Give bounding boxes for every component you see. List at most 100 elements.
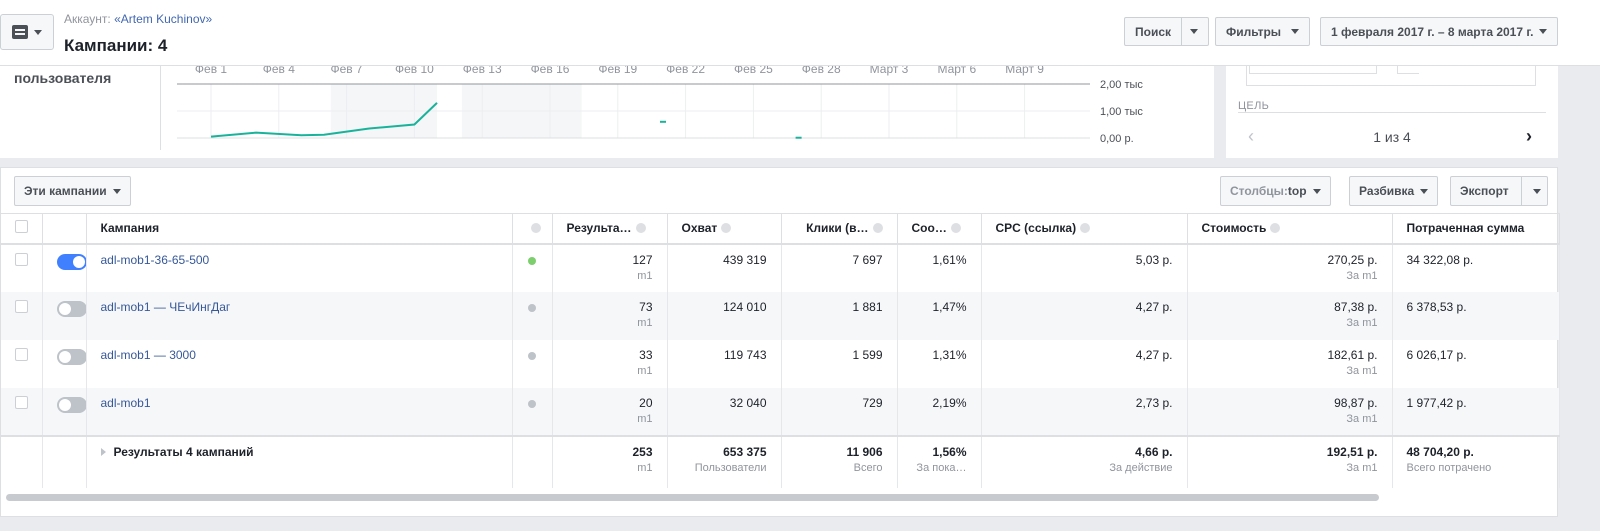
- col-cost-label: Стоимость: [1201, 221, 1267, 236]
- search-dropdown[interactable]: [1182, 29, 1206, 34]
- breakdown-label: Разбивка: [1359, 184, 1415, 198]
- row-toggle-cell: [42, 243, 87, 292]
- reach-value: 32 040: [729, 395, 767, 410]
- delivery-cell: [512, 291, 553, 340]
- search-label: Поиск: [1135, 24, 1172, 39]
- horizontal-scrollbar[interactable]: [6, 494, 1379, 501]
- reach-value: 124 010: [723, 299, 767, 314]
- chart-series-line: [210, 102, 438, 138]
- select-all-checkbox[interactable]: [15, 220, 28, 234]
- chart-x-tick-label: Фев 4: [263, 66, 296, 76]
- campaign-toggle[interactable]: [56, 396, 85, 413]
- spent-value: 34 322,08 р.: [1406, 252, 1474, 267]
- account-prefix: Аккаунт:: [64, 12, 115, 26]
- date-range-button[interactable]: 1 февраля 2017 г. – 8 марта 2017 г.: [1320, 17, 1558, 46]
- col-cpc[interactable]: CPC (ссылка): [981, 213, 1188, 245]
- summary-cost: 192,51 р.: [1326, 444, 1378, 459]
- campaign-toggle[interactable]: [56, 300, 85, 317]
- col-spent[interactable]: Потраченная сумма: [1392, 213, 1560, 245]
- campaign-name-link[interactable]: adl-mob1: [100, 395, 151, 410]
- spent-value: 6 378,53 р.: [1406, 299, 1467, 314]
- divider: [1520, 177, 1522, 205]
- row-checkbox[interactable]: [15, 252, 28, 266]
- col-reach[interactable]: Охват: [667, 213, 782, 245]
- columns-label: Столбцы:: [1230, 184, 1288, 198]
- col-cost[interactable]: Стоимость: [1187, 213, 1393, 245]
- campaign-name-link[interactable]: adl-mob1 — 3000: [100, 347, 196, 362]
- summary-spent-sub: Всего потрачено: [1406, 461, 1492, 474]
- chart-x-tick-label: Фев 28: [802, 66, 841, 76]
- table-row: adl-mob1 20 m1 32 040 729 2,19% 2,73 р. 9…: [1, 387, 1560, 436]
- chevron-left-icon[interactable]: ‹: [1248, 126, 1254, 146]
- caret-down-icon: [112, 188, 121, 194]
- clicks-value: 1 599: [852, 347, 883, 362]
- goal-selector-handle: [1397, 66, 1419, 74]
- row-select-cell: [1, 243, 43, 292]
- col-campaign[interactable]: Кампания: [86, 213, 513, 245]
- cpc-value: 5,03 р.: [1135, 252, 1173, 267]
- campaign-name-link[interactable]: adl-mob1 — ЧЕчИнгДаг: [100, 299, 231, 314]
- delivery-info-icon[interactable]: [530, 223, 541, 234]
- summary-cost-cell: 192,51 р. За m1: [1187, 434, 1393, 488]
- expand-triangle-icon[interactable]: [100, 447, 106, 456]
- info-icon[interactable]: [1270, 223, 1281, 234]
- ctr-cell: 1,61%: [897, 243, 982, 292]
- filters-button[interactable]: Фильтры: [1215, 17, 1310, 46]
- info-icon[interactable]: [1080, 223, 1091, 234]
- these-campaigns-label: Эти кампании: [24, 184, 107, 198]
- menu-button[interactable]: [0, 14, 54, 50]
- clicks-value: 1 881: [852, 299, 883, 314]
- delivery-status-dot: [528, 351, 536, 360]
- col-results[interactable]: Результа…: [552, 213, 668, 245]
- columns-button[interactable]: Столбцы: top: [1220, 176, 1331, 206]
- goal-selector[interactable]: [1246, 66, 1536, 86]
- chart-x-tick-label: Март 3: [870, 66, 909, 76]
- clicks-cell: 729: [781, 387, 898, 436]
- col-campaign-label: Кампания: [100, 221, 160, 236]
- row-checkbox[interactable]: [15, 347, 28, 361]
- breakdown-button[interactable]: Разбивка: [1349, 176, 1439, 206]
- summary-clicks-sub: Всего: [853, 461, 883, 474]
- performance-chart: Фев 1 Фев 4 Фев 7 Фев 10 Фев 13 Фев 16 Фев 19 Ф…: [177, 66, 1143, 145]
- caret-down-icon: [34, 29, 42, 35]
- info-icon[interactable]: [872, 223, 883, 234]
- row-checkbox[interactable]: [15, 395, 28, 409]
- chevron-right-icon[interactable]: ›: [1526, 126, 1532, 146]
- chart-x-tick-label: Март 9: [1005, 66, 1044, 76]
- export-dropdown[interactable]: [1528, 188, 1547, 194]
- results-cell: 127 m1: [552, 243, 668, 292]
- summary-ctr-cell: 1,56% За пока…: [897, 434, 982, 488]
- campaign-name-link[interactable]: adl-mob1-36-65-500: [100, 252, 210, 267]
- campaign-toggle[interactable]: [56, 348, 85, 365]
- info-icon[interactable]: [950, 223, 961, 234]
- account-link[interactable]: «Artem Kuchinov»: [114, 12, 213, 26]
- col-clicks[interactable]: Клики (в…: [781, 213, 898, 245]
- col-delivery[interactable]: [512, 213, 553, 245]
- export-button[interactable]: Экспорт: [1450, 176, 1548, 206]
- cost-sub: За m1: [1346, 364, 1378, 377]
- search-button[interactable]: Поиск: [1124, 17, 1209, 46]
- ctr-cell: 1,47%: [897, 291, 982, 340]
- results-value: 73: [639, 299, 653, 314]
- cpc-value: 4,27 р.: [1135, 347, 1173, 362]
- chart-x-tick-label: Фев 19: [598, 66, 637, 76]
- delivery-cell: [512, 387, 553, 436]
- info-icon[interactable]: [635, 223, 646, 234]
- spent-cell: 34 322,08 р.: [1392, 243, 1560, 292]
- ctr-value: 2,19%: [932, 395, 967, 410]
- summary-reach: 653 375: [723, 444, 767, 459]
- results-sub: m1: [637, 269, 653, 282]
- goal-label: ЦЕЛЬ: [1238, 100, 1270, 112]
- row-checkbox[interactable]: [15, 299, 28, 313]
- clicks-cell: 7 697: [781, 243, 898, 292]
- summary-clicks: 11 906: [846, 444, 883, 459]
- info-icon[interactable]: [721, 223, 732, 234]
- ctr-value: 1,61%: [932, 252, 967, 267]
- cost-value: 87,38 р.: [1334, 299, 1378, 314]
- these-campaigns-button[interactable]: Эти кампании: [14, 176, 131, 206]
- col-ctr[interactable]: Соо…: [897, 213, 982, 245]
- campaign-toggle[interactable]: [56, 253, 85, 270]
- results-cell: 33 m1: [552, 339, 668, 388]
- spent-value: 1 977,42 р.: [1406, 395, 1467, 410]
- summary-label-cell[interactable]: Результаты 4 кампаний: [86, 434, 513, 488]
